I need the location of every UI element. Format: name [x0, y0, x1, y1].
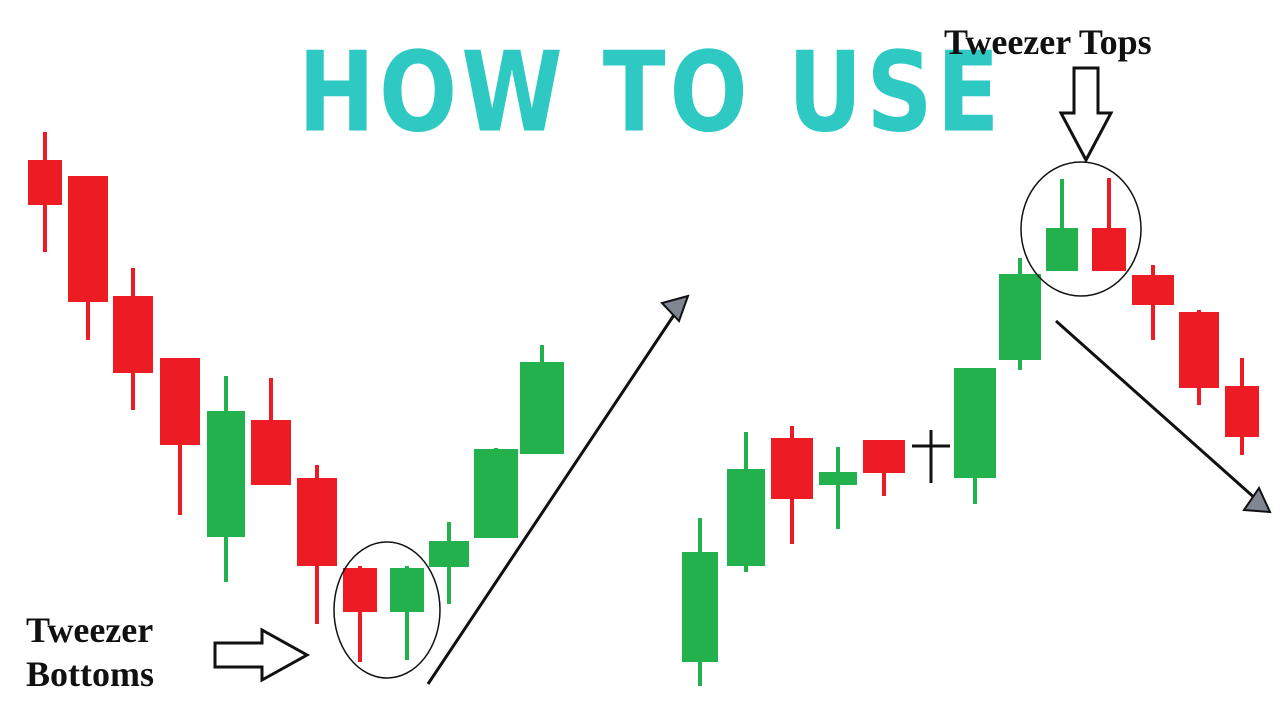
candle-right-13-bearish — [1225, 358, 1259, 455]
candle-left-5-bullish — [207, 376, 245, 582]
candles-group — [28, 132, 1259, 686]
candle-right-7-bullish — [954, 368, 996, 504]
candle-body — [1092, 228, 1126, 271]
candle-body — [954, 368, 996, 478]
candle-body — [429, 541, 469, 567]
candle-body — [727, 469, 765, 566]
candle-left-12-bullish — [520, 345, 564, 454]
tweezer-bottoms-label: Tweezer Bottoms — [26, 608, 154, 696]
candle-left-3-bearish — [113, 268, 153, 410]
candle-left-7-bearish — [297, 465, 337, 624]
candle-left-9-bullish — [390, 566, 424, 660]
candle-body — [1132, 275, 1174, 305]
candle-right-10-bearish — [1092, 178, 1126, 271]
candle-right-3-bearish — [771, 426, 813, 544]
candle-body — [251, 420, 291, 485]
tweezer-tops-pointer-arrow — [1058, 66, 1114, 164]
candle-left-1-bearish — [28, 132, 62, 252]
candle-right-2-bullish — [727, 432, 765, 572]
tweezer-bottoms-label-line1: Tweezer — [26, 610, 154, 650]
candle-body — [1179, 312, 1219, 388]
candle-right-8-bullish — [999, 258, 1041, 370]
tweezer-bottoms-circle — [333, 541, 441, 679]
candle-body — [863, 440, 905, 473]
candle-body — [160, 358, 200, 445]
candle-body — [474, 449, 518, 538]
tweezer-tops-circle — [1020, 161, 1142, 297]
candle-body — [343, 568, 377, 612]
candle-right-5-bearish — [863, 440, 905, 496]
tweezer-tops-label: Tweezer Tops — [944, 22, 1152, 62]
downtrend-arrow — [1055, 319, 1272, 514]
candle-body — [819, 472, 857, 485]
candle-right-4-bullish — [819, 447, 857, 529]
uptrend-arrow — [426, 294, 690, 685]
candle-body — [1046, 228, 1078, 271]
candle-body — [1225, 386, 1259, 437]
candle-left-8-bearish — [343, 566, 377, 662]
candle-body — [682, 552, 718, 662]
candle-left-6-bearish — [251, 378, 291, 485]
candle-body — [113, 296, 153, 373]
tweezer-bottoms-pointer-arrow — [213, 627, 311, 683]
candle-right-1-bullish — [682, 518, 718, 686]
tweezer-bottoms-label-line2: Bottoms — [26, 654, 154, 694]
candle-left-11-bullish — [474, 448, 518, 538]
candle-right-9-bullish — [1046, 179, 1078, 271]
candle-body — [28, 160, 62, 205]
candle-left-2-bearish — [68, 176, 108, 340]
candle-right-12-bearish — [1179, 310, 1219, 405]
candle-body — [999, 274, 1041, 360]
candle-body — [390, 568, 424, 612]
candle-right-6-doji — [912, 430, 950, 483]
candle-body — [520, 362, 564, 454]
candle-body — [297, 478, 337, 566]
candle-body — [207, 411, 245, 537]
candle-left-4-bearish — [160, 358, 200, 515]
candle-body — [68, 176, 108, 302]
candle-body — [771, 438, 813, 499]
page-title: HOW TO USE — [298, 28, 1004, 157]
candle-left-10-bullish — [429, 522, 469, 604]
candle-right-11-bearish — [1132, 265, 1174, 340]
